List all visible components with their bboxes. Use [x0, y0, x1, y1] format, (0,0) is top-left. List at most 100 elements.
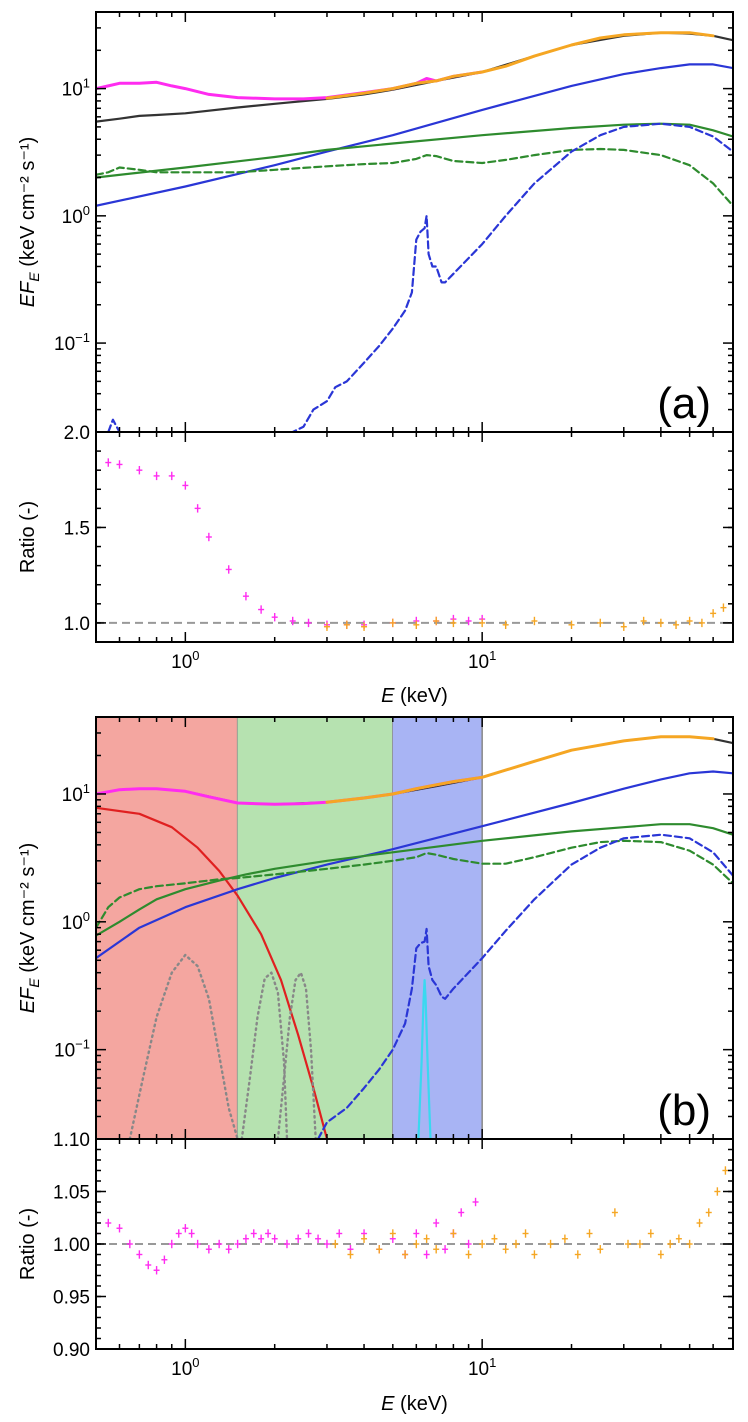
y-tick-label: 0.90: [53, 1340, 90, 1361]
ratio-point-nicer-ratio: [145, 1260, 152, 1270]
ratio-point-nustar-ratio: [347, 1250, 354, 1259]
ratio-point-nicer-ratio: [153, 1266, 160, 1275]
y-axis-label: EFE (keV cm⁻² s⁻¹): [17, 843, 42, 1013]
ratio-point-nicer-ratio: [271, 1234, 278, 1243]
y-tick-label: 100: [62, 203, 90, 228]
ratio-point-nustar-ratio: [376, 1245, 383, 1254]
series-total-model: [96, 31, 733, 123]
ratio-point-nustar-ratio: [597, 618, 604, 628]
panel-label: (a): [657, 379, 711, 428]
ratio-point-nustar-ratio: [389, 1229, 396, 1238]
ratio-point-nicer-ratio: [442, 1245, 449, 1254]
y-tick-label: 1.05: [53, 1183, 90, 1204]
ratio-point-nustar-ratio: [547, 1239, 554, 1249]
ratio-point-nustar-ratio: [647, 1229, 654, 1238]
ratio-point-nicer-ratio: [289, 616, 296, 626]
x-tick-label: 100: [171, 1355, 199, 1380]
ratio-point-nustar-ratio: [667, 1239, 674, 1249]
ratio-point-nicer-ratio: [168, 471, 175, 481]
ratio-point-nustar-ratio: [574, 1250, 581, 1259]
ratio-point-nicer-ratio: [413, 1229, 420, 1238]
ratio-point-nicer-ratio: [295, 1234, 302, 1243]
ratio-point-nicer-ratio: [175, 1229, 182, 1238]
y-tick-label: 0.95: [53, 1288, 90, 1309]
y-axis-ticks: [96, 11, 733, 433]
x-axis-ticks: [95, 12, 734, 432]
y-tick-label: 1.5: [64, 518, 90, 539]
ratio-point-nicer-ratio: [188, 1229, 195, 1238]
ratio-point-nustar-ratio: [361, 622, 368, 631]
x-axis-ticks: [95, 1139, 734, 1349]
ratio-point-nustar-ratio: [675, 1234, 682, 1243]
x-axis-label: E (keV): [381, 1393, 448, 1415]
ratio-point-nustar-ratio: [686, 1239, 693, 1249]
ratio-point-nicer-ratio: [423, 1250, 430, 1259]
axes-frame: [95, 431, 734, 643]
ratio-point-nustar-ratio: [531, 616, 538, 626]
panel-a-spectrum: 101 100 10−1 EFE (keV cm⁻² s⁻¹) (a): [17, 11, 734, 433]
ratio-point-nustar-ratio: [531, 1250, 538, 1259]
ratio-point-nicer-ratio: [305, 1229, 312, 1238]
ratio-point-nustar-ratio: [710, 609, 717, 618]
plot-area: [96, 1155, 733, 1275]
y-tick-label: 101: [62, 76, 90, 101]
ratio-point-nicer-ratio: [458, 1208, 465, 1217]
series-green-dashed: [96, 839, 733, 929]
energy-band-3: [392, 717, 483, 1139]
ratio-point-nustar-ratio: [389, 618, 396, 628]
ratio-point-nicer-ratio: [234, 1239, 241, 1249]
plot-area: [96, 717, 733, 1139]
ratio-point-nustar-ratio: [720, 603, 727, 612]
series-red-model: [96, 806, 329, 1139]
ratio-point-nicer-ratio: [116, 1224, 123, 1233]
ratio-point-nicer-ratio: [465, 616, 472, 626]
ratio-point-nicer-ratio: [271, 612, 278, 622]
ratio-point-nustar-ratio: [413, 620, 420, 630]
axes-frame: [95, 11, 734, 433]
y-tick-label: 1.0: [64, 614, 90, 635]
ratio-point-nicer-ratio: [305, 618, 312, 628]
ratio-point-nicer-ratio: [472, 1197, 479, 1207]
ratio-point-nustar-ratio: [625, 1239, 632, 1249]
energy-band-1: [96, 717, 238, 1139]
ratio-point-nustar-ratio: [423, 1234, 430, 1243]
ratio-point-nicer-ratio: [105, 458, 112, 467]
ratio-point-nicer-ratio: [116, 460, 123, 469]
ratio-point-nustar-ratio: [433, 616, 440, 626]
ratio-point-nustar-ratio: [611, 1208, 618, 1217]
ratio-point-nicer-ratio: [216, 1239, 223, 1249]
plot-area: [96, 458, 733, 631]
panel-b-spectrum: 101 100 10−1 EFE (keV cm⁻² s⁻¹) (b): [17, 716, 734, 1140]
ratio-point-nustar-ratio: [479, 618, 486, 628]
ratio-point-nustar-ratio: [568, 620, 575, 630]
ratio-point-nicer-ratio: [161, 1255, 168, 1264]
ratio-point-nustar-ratio: [640, 616, 647, 626]
ratio-point-nicer-ratio: [182, 1224, 189, 1233]
ratio-point-nustar-ratio: [502, 620, 509, 630]
ratio-point-nicer-ratio: [205, 532, 212, 542]
series-green-dashed: [96, 147, 733, 207]
ratio-point-nustar-ratio: [402, 1250, 409, 1259]
series-blue-solid: [96, 63, 733, 207]
series-blue-dashed: [107, 122, 733, 432]
ratio-point-nustar-ratio: [561, 1234, 568, 1243]
panel-label: (b): [657, 1086, 711, 1135]
ratio-point-nustar-ratio: [433, 1245, 440, 1254]
series-blue-dashed: [317, 833, 733, 1139]
ratio-point-nustar-ratio: [450, 618, 457, 628]
ratio-point-nicer-ratio: [182, 481, 189, 490]
panel-b-ratio: 0.90 0.95 1.00 1.05 1.10 Ratio (-) 100 101 E (ke…: [17, 1130, 734, 1415]
panel-a-ratio: 1.0 1.5 2.0 Ratio (-) 100 101 E (keV): [17, 423, 734, 707]
x-tick-label: 100: [171, 648, 199, 673]
y-tick-label: 100: [62, 909, 90, 934]
ratio-point-nustar-ratio: [512, 1239, 519, 1249]
ratio-point-nicer-ratio: [153, 471, 160, 481]
y-tick-label: 2.0: [64, 423, 90, 444]
ratio-point-nustar-ratio: [343, 620, 350, 630]
ratio-point-nicer-ratio: [225, 1245, 232, 1254]
ratio-point-nustar-ratio: [450, 1229, 457, 1238]
ratio-point-nicer-ratio: [265, 1229, 272, 1238]
ratio-point-nustar-ratio: [657, 618, 664, 628]
ratio-point-nicer-ratio: [126, 1239, 133, 1249]
